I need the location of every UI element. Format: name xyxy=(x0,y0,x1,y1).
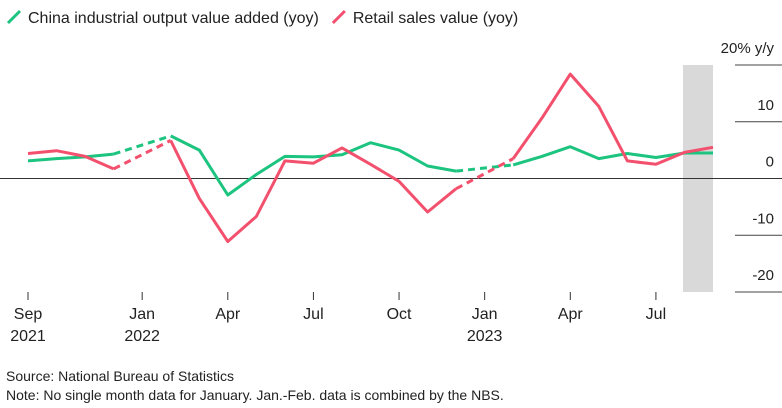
source: Source: National Bureau of Statistics xyxy=(6,368,235,384)
connector-dashed xyxy=(455,157,514,191)
connector-dashed xyxy=(112,139,172,171)
legend-label: China industrial output value added (yoy… xyxy=(28,10,319,27)
y-tick-label: -20 xyxy=(752,267,774,284)
x-tick-label: Jan 2022 xyxy=(124,306,160,345)
connector-dashed xyxy=(113,134,172,156)
x-tick-label: Jan 2023 xyxy=(466,306,503,345)
connector-dashed xyxy=(455,163,514,173)
y-tick-label: -10 xyxy=(752,210,774,227)
x-tick-label: Apr xyxy=(557,306,583,323)
legend-label: Retail sales value (yoy) xyxy=(353,10,518,27)
legend-swatch xyxy=(331,9,346,25)
x-tick-label: Sep 2021 xyxy=(10,306,46,345)
y-tick-label: 0 xyxy=(766,154,774,171)
legend-swatch xyxy=(6,9,22,25)
series-line xyxy=(27,72,714,243)
x-tick-label: Jul xyxy=(303,306,324,323)
y-tick-label: 10 xyxy=(757,97,774,114)
x-tick-label: Jul xyxy=(645,306,667,323)
note: Note: No single month data for January. … xyxy=(6,387,504,403)
x-tick-label: Apr xyxy=(215,306,241,323)
y-tick-label: 20% y/y xyxy=(721,40,775,57)
x-tick-label: Oct xyxy=(386,306,412,323)
